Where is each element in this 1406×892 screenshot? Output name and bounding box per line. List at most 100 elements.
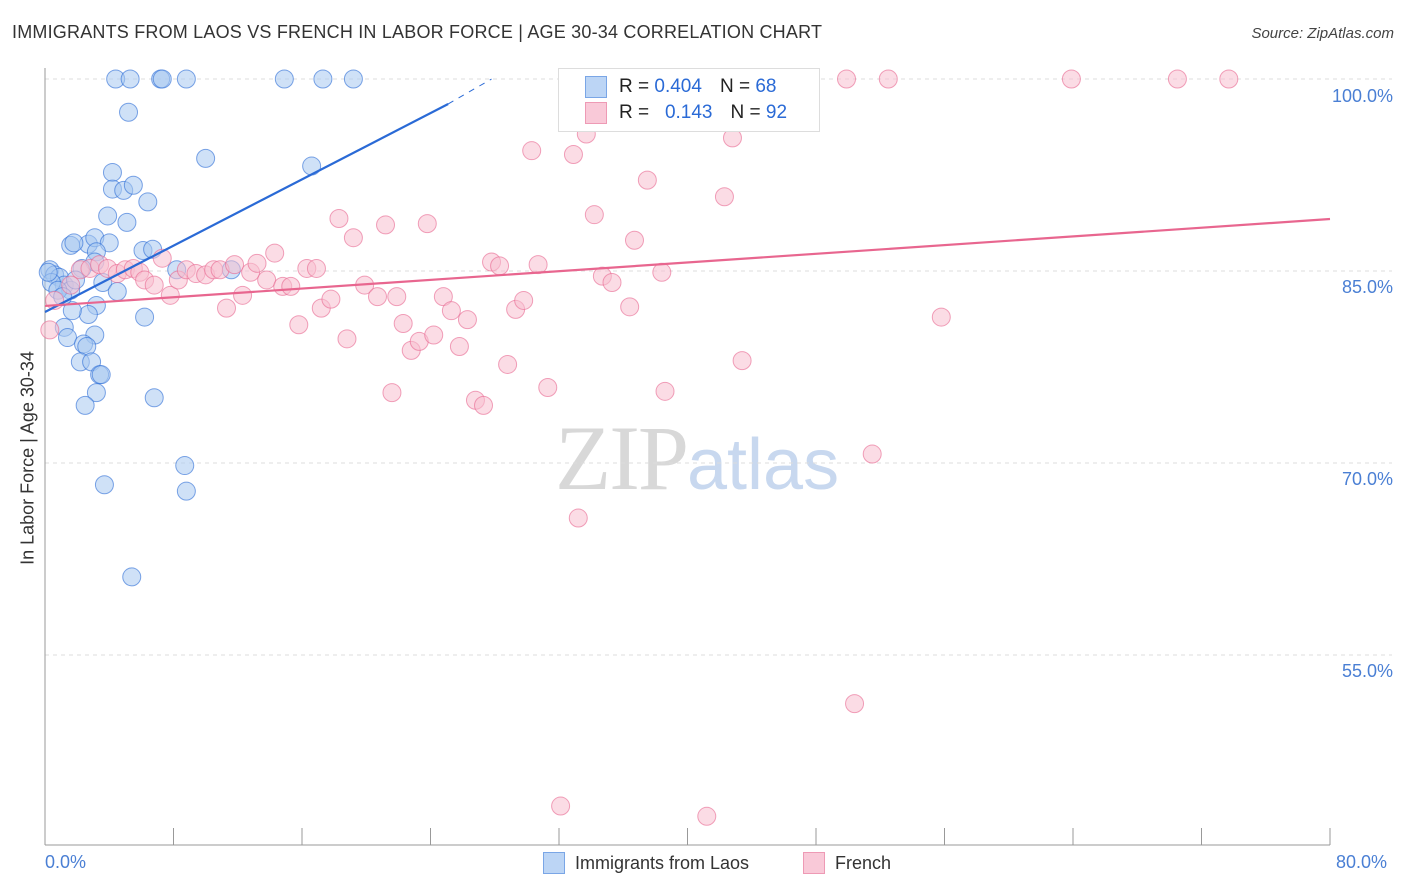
french-point	[265, 243, 285, 263]
french-point	[233, 285, 253, 305]
laos-point	[57, 328, 77, 348]
laos-point	[144, 388, 164, 408]
french-point	[584, 205, 604, 225]
laos-point	[102, 162, 122, 182]
laos-point	[86, 383, 106, 403]
french-point	[637, 170, 657, 190]
y-tick-label: 55.0%	[1341, 661, 1393, 681]
y-axis-label: In Labor Force | Age 30-34	[17, 351, 38, 565]
french-point	[498, 354, 518, 374]
french-point	[538, 377, 558, 397]
legend-item-laos[interactable]: Immigrants from Laos	[543, 852, 749, 874]
laos-point	[78, 305, 98, 325]
french-point	[620, 297, 640, 317]
r-label: R =	[619, 102, 650, 123]
laos-point	[343, 69, 363, 89]
french-point	[417, 214, 437, 234]
french-point	[862, 444, 882, 464]
laos-point	[135, 307, 155, 327]
french-point	[61, 275, 81, 295]
french-point	[837, 69, 857, 89]
n-label: N =	[730, 102, 761, 123]
legend-row-laos: R = 0.404 N = 68	[585, 74, 776, 100]
french-point	[732, 351, 752, 371]
n-value: 92	[765, 102, 788, 123]
french-point	[490, 256, 510, 276]
watermark-zip: ZIP	[555, 407, 689, 509]
r-label: R =	[619, 76, 650, 97]
french-point	[514, 290, 534, 310]
french-point	[1167, 69, 1187, 89]
french-point	[343, 228, 363, 248]
watermark-atlas: atlas	[687, 425, 840, 505]
laos-point	[119, 102, 139, 122]
laos-point	[176, 481, 196, 501]
y-tick-label: 100.0%	[1331, 86, 1393, 106]
french-point	[337, 329, 357, 349]
laos-point	[138, 192, 158, 212]
laos-point	[64, 233, 84, 253]
french-point	[376, 215, 396, 235]
french-point	[878, 69, 898, 89]
laos-trend-extension	[447, 78, 492, 105]
french-point	[382, 383, 402, 403]
french-swatch	[585, 102, 607, 124]
french-point	[931, 307, 951, 327]
french-point	[225, 255, 245, 275]
french-trend-line	[44, 217, 1331, 308]
r-value: 0.404	[654, 76, 702, 97]
french-point	[697, 806, 717, 826]
french-point	[306, 258, 326, 278]
laos-point	[313, 69, 333, 89]
french-point	[624, 230, 644, 250]
laos-point	[94, 475, 114, 495]
laos-point	[117, 212, 137, 232]
french-point	[652, 262, 672, 282]
laos-point	[123, 175, 143, 195]
french-point	[568, 508, 588, 528]
laos-point	[38, 262, 58, 282]
y-tick-label: 85.0%	[1341, 277, 1393, 297]
r-value: 0.143	[664, 102, 713, 123]
french-point	[257, 270, 277, 290]
laos-point	[175, 456, 195, 476]
french-point	[449, 337, 469, 357]
n-value: 68	[755, 76, 777, 97]
french-point	[551, 796, 571, 816]
source-label: Source: ZipAtlas.com	[1251, 25, 1394, 42]
n-label: N =	[719, 76, 751, 97]
stats-legend: R = 0.404 N = 68 R = 0.143 N = 92	[558, 68, 820, 132]
legend-label: French	[835, 852, 892, 873]
french-point	[321, 289, 341, 309]
laos-point	[75, 395, 95, 415]
french-point	[655, 381, 675, 401]
y-tick-label: 70.0%	[1341, 469, 1393, 489]
laos-point	[62, 301, 82, 321]
french-point	[160, 285, 180, 305]
french-point	[433, 287, 453, 307]
laos-point	[274, 69, 294, 89]
laos-point	[152, 69, 172, 89]
french-point	[144, 275, 164, 295]
legend-item-french[interactable]: French	[803, 852, 891, 874]
french-point	[424, 325, 444, 345]
chart-title: IMMIGRANTS FROM LAOS VS FRENCH IN LABOR …	[12, 22, 823, 42]
laos-swatch	[543, 852, 565, 874]
french-point	[563, 145, 583, 165]
french-point	[528, 255, 548, 275]
laos-trend-line	[44, 102, 449, 313]
french-point	[281, 276, 301, 296]
french-point	[845, 694, 865, 714]
french-swatch	[803, 852, 825, 874]
french-point	[1219, 69, 1239, 89]
french-point	[474, 395, 494, 415]
x-tick-label: 80.0%	[1336, 852, 1388, 872]
laos-swatch	[585, 76, 607, 98]
french-point	[522, 141, 542, 161]
french-point	[367, 287, 387, 307]
french-point	[387, 287, 407, 307]
french-point	[441, 301, 461, 321]
laos-point	[98, 206, 118, 226]
